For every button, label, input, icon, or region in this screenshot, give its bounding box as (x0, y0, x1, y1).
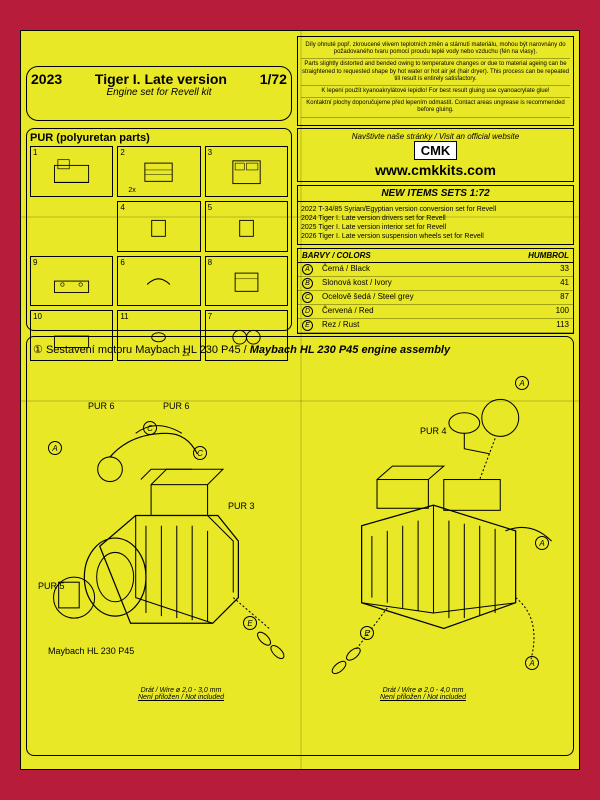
new-items-list: 2022 T-34/85 Syrian/Egyptian version con… (298, 202, 573, 244)
part-label: PUR 4 (420, 426, 447, 436)
engine-view-right: A A E A PUR 4 Drát / Wire ø 2,0 - 4,0 mm… (300, 361, 567, 711)
subtitle: Engine set for Revell kit (31, 87, 287, 98)
wire-note: Drát / Wire ø 2,0 - 4,0 mm Není přiložen… (380, 687, 466, 701)
pur-part: 11 2x (117, 310, 200, 361)
pur-part: 6 (117, 256, 200, 307)
new-item: 2024 Tiger I. Late version drivers set f… (301, 214, 570, 223)
part-label: PUR 5 (38, 581, 65, 591)
assembly-diagram: A C C E PUR 6 PUR 6 PUR 3 PUR 5 Maybach … (33, 361, 567, 711)
color-callout: A (48, 441, 62, 455)
part-label: PUR 6 (163, 401, 190, 411)
color-row: COcelově šedá / Steel grey87 (298, 291, 573, 305)
new-items-box: NEW ITEMS SETS 1:72 2022 T-34/85 Syrian/… (297, 185, 574, 245)
color-callout: C (143, 421, 157, 435)
pur-part: 5 (205, 201, 288, 252)
color-callout: E (360, 626, 374, 640)
color-callout: A (525, 656, 539, 670)
pur-grid: 1 2 2x 3 4 5 9 6 (30, 146, 288, 321)
new-items-header: NEW ITEMS SETS 1:72 (298, 186, 573, 202)
color-callout: E (243, 616, 257, 630)
header-row: 2023 Tiger I. Late version 1/72 Engine s… (21, 31, 579, 126)
new-item: 2026 Tiger I. Late version suspension wh… (301, 232, 570, 241)
color-callout: A (535, 536, 549, 550)
engine-name: Maybach HL 230 P45 (48, 646, 134, 656)
engine-view-left: A C C E PUR 6 PUR 6 PUR 3 PUR 5 Maybach … (33, 361, 300, 711)
website-url: www.cmkkits.com (301, 162, 570, 178)
pur-part: 3 (205, 146, 288, 197)
warning-text: Kontaktní plochy doporučujeme před lepen… (301, 98, 570, 117)
pur-part: 7 (205, 310, 288, 361)
pur-parts-box: PUR (polyuretan parts) 1 2 2x 3 4 5 (26, 128, 292, 331)
instruction-sheet: 2023 Tiger I. Late version 1/72 Engine s… (20, 30, 580, 770)
item-number: 2023 (31, 71, 62, 87)
part-label: PUR 3 (228, 501, 255, 511)
pur-part: 4 (117, 201, 200, 252)
website-box: Navštivte naše stránky / Visit an offici… (297, 128, 574, 182)
color-callout: A (515, 376, 529, 390)
assembly-step: ① Sestavení motoru Maybach HL 230 P45 / … (26, 336, 574, 756)
colors-table: BARVY / COLORS HUMBROL AČerná / Black33 … (297, 248, 574, 334)
scale: 1/72 (260, 71, 287, 87)
colors-body: AČerná / Black33 BSlonová kost / Ivory41… (298, 263, 573, 333)
warning-text: Díly ohnuté popř. zkroucené vlivem teplo… (301, 40, 570, 59)
warning-text: Parts slightly distorted and bended owin… (301, 59, 570, 86)
pur-title: PUR (polyuretan parts) (30, 132, 288, 144)
color-row: BSlonová kost / Ivory41 (298, 277, 573, 291)
color-row: DČervená / Red100 (298, 305, 573, 319)
warnings-box: Díly ohnuté popř. zkroucené vlivem teplo… (297, 36, 574, 126)
pur-part: 2 2x (117, 146, 200, 197)
colors-header: BARVY / COLORS HUMBROL (298, 249, 573, 263)
warning-text: K lepení použít kyanoakrylátové lepidlo!… (301, 86, 570, 98)
pur-part: 1 (30, 146, 113, 197)
engine-drawing-icon (33, 361, 300, 711)
pur-part: 9 (30, 256, 113, 307)
product-title: Tiger I. Late version (95, 71, 227, 87)
new-item: 2025 Tiger I. Late version interior set … (301, 223, 570, 232)
mid-row: PUR (polyuretan parts) 1 2 2x 3 4 5 (21, 126, 579, 336)
pur-part: 10 (30, 310, 113, 361)
cmk-logo: CMK (414, 141, 458, 160)
color-row: AČerná / Black33 (298, 263, 573, 277)
new-item: 2022 T-34/85 Syrian/Egyptian version con… (301, 205, 570, 214)
color-row: ERez / Rust113 (298, 319, 573, 333)
title-box: 2023 Tiger I. Late version 1/72 Engine s… (26, 66, 292, 121)
right-column: Navštivte naše stránky / Visit an offici… (297, 128, 574, 331)
wire-note: Drát / Wire ø 2,0 - 3,0 mm Není přiložen… (138, 687, 224, 701)
part-label: PUR 6 (88, 401, 115, 411)
pur-part: 8 (205, 256, 288, 307)
visit-text: Navštivte naše stránky / Visit an offici… (301, 132, 570, 141)
color-callout: C (193, 446, 207, 460)
